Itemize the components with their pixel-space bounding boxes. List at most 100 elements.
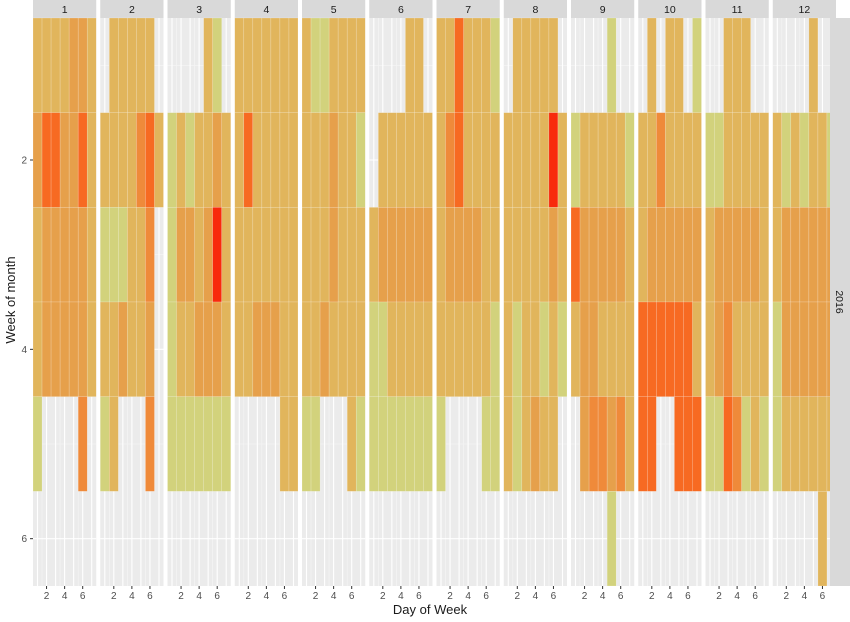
heatmap-cell	[799, 207, 810, 303]
heatmap-cell	[741, 396, 751, 492]
heatmap-cell	[454, 207, 464, 303]
heatmap-cell	[288, 112, 299, 208]
heatmap-cell	[145, 207, 155, 303]
heatmap-cell	[647, 301, 657, 397]
heatmap-cell	[732, 207, 742, 303]
heatmap-cell	[445, 207, 455, 303]
heatmap-cell	[772, 301, 783, 397]
heatmap-cell	[100, 112, 110, 208]
heatmap-cell	[692, 301, 702, 397]
heatmap-cell	[279, 112, 290, 208]
panel: 2	[100, 0, 164, 586]
heatmap-cell	[77, 301, 88, 397]
heatmap-cell	[638, 301, 648, 397]
x-axis-title: Day of Week	[393, 602, 468, 617]
heatmap-cell	[624, 301, 635, 397]
x-tick-label: 2	[716, 591, 722, 602]
heatmap-cell	[521, 396, 532, 492]
panel-strip	[302, 0, 366, 18]
heatmap-cell	[665, 301, 675, 397]
heatmap-cell	[167, 396, 177, 492]
x-tick-label: 4	[667, 591, 673, 602]
heatmap-cell	[683, 396, 693, 492]
heatmap-cell	[772, 207, 783, 303]
heatmap-cell	[145, 301, 155, 397]
heatmap-cell	[118, 207, 128, 303]
heatmap-cell	[472, 301, 482, 397]
heatmap-cell	[759, 301, 770, 397]
heatmap-cell	[310, 207, 321, 303]
heatmap-cell	[732, 301, 742, 397]
heatmap-cell	[615, 112, 626, 208]
heatmap-cell	[346, 396, 357, 492]
heatmap-cell	[463, 17, 473, 113]
heatmap-cell	[396, 112, 406, 208]
panel-strip	[33, 0, 97, 18]
heatmap-cell	[503, 207, 514, 303]
heatmap-cell	[261, 112, 272, 208]
heatmap-cell	[405, 207, 415, 303]
heatmap-cell	[270, 301, 281, 397]
heatmap-cell	[570, 207, 581, 303]
heatmap-cell	[167, 301, 177, 397]
heatmap-cell	[647, 17, 657, 113]
panel-strip-label: 2	[129, 4, 135, 16]
heatmap-cell	[310, 17, 321, 113]
heatmap-cell	[86, 17, 97, 113]
heatmap-cell	[692, 17, 702, 113]
heatmap-cell	[705, 112, 715, 208]
heatmap-cell	[387, 301, 397, 397]
panel: 12	[772, 0, 837, 587]
y-tick-label: 2	[21, 156, 27, 167]
heatmap-cell	[279, 17, 290, 113]
heatmap-cell	[414, 396, 424, 492]
heatmap-cell	[490, 207, 501, 303]
heatmap-cell	[750, 301, 760, 397]
heatmap-cell	[674, 301, 684, 397]
heatmap-cell	[472, 112, 482, 208]
heatmap-cell	[59, 112, 70, 208]
heatmap-cell	[692, 112, 702, 208]
heatmap-cell	[530, 17, 541, 113]
heatmap-cell	[387, 112, 397, 208]
heatmap-cell	[436, 17, 446, 113]
heatmap-cell	[203, 396, 213, 492]
y-axis-title: Week of month	[3, 256, 18, 343]
heatmap-cell	[548, 301, 559, 397]
x-tick-label: 4	[196, 591, 202, 602]
heatmap-cell	[530, 112, 541, 208]
heatmap-cell	[310, 112, 321, 208]
heatmap-cell	[261, 301, 272, 397]
heatmap-cell	[454, 17, 464, 113]
heatmap-cell	[203, 301, 213, 397]
heatmap-cell	[624, 396, 635, 492]
heatmap-cell	[136, 207, 146, 303]
heatmap-cell	[221, 396, 231, 492]
heatmap-cell	[234, 17, 245, 113]
heatmap-cell	[279, 396, 290, 492]
panel: 10	[638, 0, 702, 586]
panel-strip	[638, 0, 702, 18]
heatmap-cell	[234, 207, 245, 303]
heatmap-cell	[808, 396, 819, 492]
heatmap-cell	[301, 396, 312, 492]
heatmap-cell	[539, 112, 550, 208]
heatmap-cell	[750, 396, 760, 492]
heatmap-cell	[463, 207, 473, 303]
heatmap-cell	[530, 396, 541, 492]
heatmap-cell	[588, 207, 599, 303]
heatmap-cell	[512, 301, 523, 397]
row-strip: 2016	[830, 18, 850, 586]
heatmap-cell	[127, 17, 137, 113]
heatmap-cell	[597, 396, 608, 492]
heatmap-cell	[319, 112, 330, 208]
heatmap-cell	[539, 207, 550, 303]
heatmap-cell	[490, 17, 501, 113]
heatmap-cell	[521, 207, 532, 303]
heatmap-cell	[405, 301, 415, 397]
heatmap-cell	[118, 112, 128, 208]
heatmap-cell	[127, 301, 137, 397]
heatmap-cell	[570, 301, 581, 397]
heatmap-cell	[539, 301, 550, 397]
panel-strip-label: 6	[398, 4, 404, 16]
